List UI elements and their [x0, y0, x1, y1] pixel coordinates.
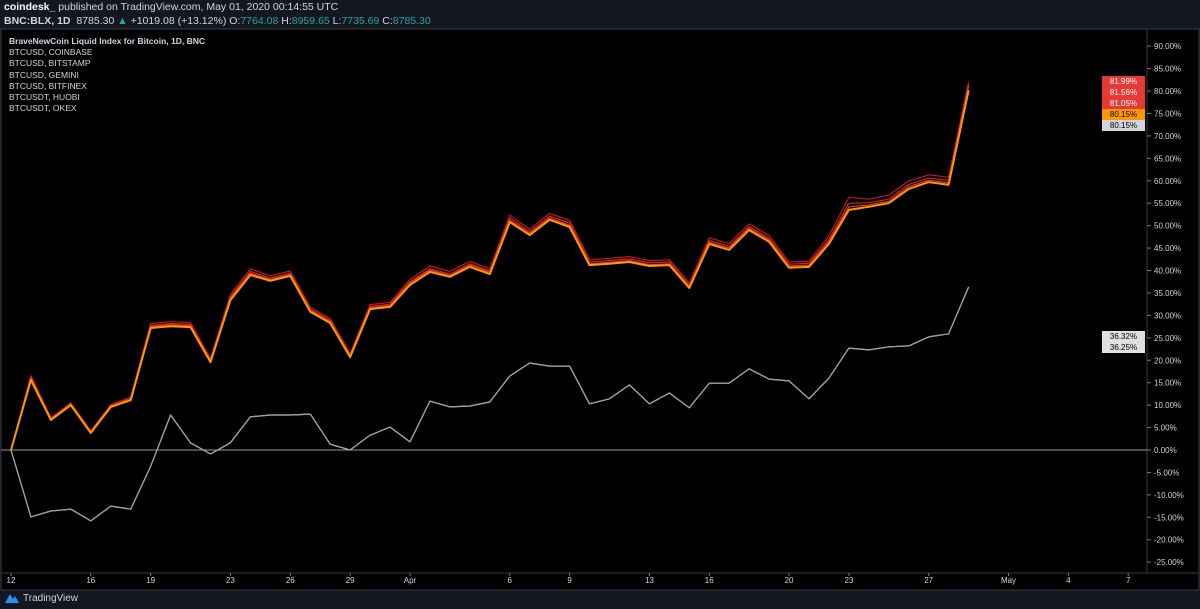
y-tick-label: 20.00% — [1154, 356, 1181, 365]
price-tag-label: 36.25% — [1110, 343, 1137, 352]
y-tick-label: 45.00% — [1154, 244, 1181, 253]
x-tick-label: 13 — [645, 576, 654, 585]
y-tick-label: -25.00% — [1154, 558, 1184, 567]
x-tick-label: 9 — [567, 576, 572, 585]
y-tick-label: -5.00% — [1154, 468, 1179, 477]
x-tick-label: 16 — [86, 576, 95, 585]
price-tag: 80.15% — [1102, 109, 1145, 120]
y-tick-label: 80.00% — [1154, 87, 1181, 96]
x-tick-label: 23 — [226, 576, 235, 585]
legend-title: BraveNewCoin Liquid Index for Bitcoin, 1… — [9, 36, 205, 46]
plot-area — [0, 28, 1148, 574]
price-tag-label: 36.32% — [1110, 332, 1137, 341]
price-tag-label: 81.56% — [1110, 88, 1137, 97]
y-tick-label: 35.00% — [1154, 289, 1181, 298]
y-tick-label: 55.00% — [1154, 199, 1181, 208]
publish-info: coindesk_ published on TradingView.com, … — [4, 1, 338, 14]
x-tick-label: 19 — [146, 576, 155, 585]
y-tick-label: 65.00% — [1154, 154, 1181, 163]
y-tick-label: 50.00% — [1154, 222, 1181, 231]
up-arrow-icon: ▲ — [117, 15, 128, 27]
y-tick-label: 5.00% — [1154, 424, 1177, 433]
x-tick-label: 12 — [7, 576, 16, 585]
x-tick-label: Apr — [404, 576, 417, 585]
x-tick-label: 16 — [705, 576, 714, 585]
price-tag-bg — [1102, 331, 1145, 342]
legend-item: BTCUSD, BITFINEX — [9, 80, 87, 91]
x-tick-label: 20 — [785, 576, 794, 585]
published-text: published on TradingView.com, May 01, 20… — [58, 1, 339, 13]
price-tag-bg — [1102, 87, 1145, 98]
y-tick-label: 90.00% — [1154, 42, 1181, 51]
price-tag-bg — [1102, 98, 1145, 109]
close-value: 8785.30 — [392, 15, 431, 27]
open-label: O: — [229, 15, 241, 27]
legend-item: BTCUSD, BITSTAMP — [9, 58, 91, 69]
y-tick-label: 30.00% — [1154, 311, 1181, 320]
y-tick-label: 75.00% — [1154, 109, 1181, 118]
last-price: 8785.30 — [76, 15, 115, 27]
price-tag-bg — [1102, 120, 1145, 131]
brand[interactable]: TradingView — [23, 592, 79, 604]
low-label: L: — [332, 15, 342, 27]
price-tag-label: 80.15% — [1110, 121, 1137, 130]
symbol: BNC:BLX, 1D — [4, 15, 71, 27]
x-tick-label: May — [1001, 576, 1016, 585]
y-tick-label: 40.00% — [1154, 267, 1181, 276]
price-tag: 81.05% — [1102, 98, 1145, 109]
y-tick-label: 70.00% — [1154, 132, 1181, 141]
y-tick-label: 0.00% — [1154, 446, 1177, 455]
series-line — [10, 81, 970, 451]
price-tag-bg — [1102, 342, 1145, 353]
time-axis — [0, 572, 1200, 591]
series-line — [10, 287, 970, 522]
price-tag-label: 81.05% — [1110, 99, 1137, 108]
x-tick-label: 27 — [924, 576, 933, 585]
x-tick-label: 6 — [508, 576, 513, 585]
author[interactable]: coindesk_ — [4, 1, 56, 13]
y-tick-label: 15.00% — [1154, 379, 1181, 388]
x-tick-label: 7 — [1126, 576, 1131, 585]
series-line — [10, 90, 970, 451]
close-label: C: — [382, 15, 393, 27]
y-tick-label: 60.00% — [1154, 177, 1181, 186]
price-tag-label: 80.15% — [1110, 110, 1137, 119]
low-value: 7735.69 — [341, 15, 380, 27]
y-tick-label: -20.00% — [1154, 536, 1184, 545]
x-tick-label: 4 — [1066, 576, 1071, 585]
price-tag: 36.25% — [1102, 342, 1145, 353]
price-tag-bg — [1102, 109, 1145, 120]
legend-item: BTCUSDT, HUOBI — [9, 92, 80, 103]
price-tag: 36.32% — [1102, 331, 1145, 342]
symbol-info: BNC:BLX, 1D 8785.30 ▲ +1019.08 (+13.12%)… — [4, 15, 431, 28]
open-value: 7764.08 — [240, 15, 279, 27]
price-axis — [1146, 28, 1200, 574]
y-tick-label: -15.00% — [1154, 513, 1184, 522]
y-tick-label: 85.00% — [1154, 65, 1181, 74]
legend-item: BTCUSDT, OKEX — [9, 103, 77, 114]
price-tag: 81.99% — [1102, 76, 1145, 87]
y-tick-label: -10.00% — [1154, 491, 1184, 500]
y-tick-label: 10.00% — [1154, 401, 1181, 410]
legend-item: BTCUSD, COINBASE — [9, 47, 93, 58]
high-label: H: — [281, 15, 292, 27]
x-tick-label: 29 — [346, 576, 355, 585]
price-tag-bg — [1102, 76, 1145, 87]
change: +1019.08 (+13.12%) — [130, 15, 227, 27]
x-tick-label: 26 — [286, 576, 295, 585]
price-tag: 80.15% — [1102, 120, 1145, 131]
legend-item: BTCUSD, GEMINI — [9, 69, 79, 80]
high-value: 8959.65 — [291, 15, 330, 27]
price-tag: 81.56% — [1102, 87, 1145, 98]
footer: TradingView — [4, 592, 78, 604]
y-tick-label: 25.00% — [1154, 334, 1181, 343]
x-tick-label: 23 — [844, 576, 853, 585]
legend: BraveNewCoin Liquid Index for Bitcoin, 1… — [9, 36, 205, 114]
price-tag-label: 81.99% — [1110, 77, 1137, 86]
tradingview-logo-icon — [5, 594, 19, 603]
